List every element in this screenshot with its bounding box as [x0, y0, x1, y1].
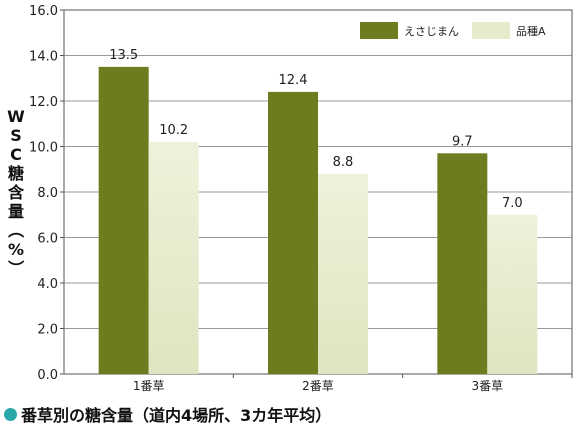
bar-series-1 [98, 66, 149, 374]
bar-series-1 [268, 91, 318, 375]
x-tick-label: 1番草 [133, 379, 165, 393]
y-tick-label: 10.0 [29, 141, 58, 156]
y-axis-label-char: C [10, 145, 22, 164]
bars: 13.5 10.2 12.4 8.8 9.7 7.0 [98, 48, 538, 375]
legend: えさじまん 品種A [360, 22, 546, 39]
data-label: 12.4 [279, 73, 308, 88]
y-axis-label-char: ） [6, 260, 25, 276]
y-axis-label-char: 量 [8, 202, 24, 221]
x-tick-label: 2番草 [302, 379, 334, 393]
y-tick-label: 16.0 [29, 4, 58, 19]
data-label: 13.5 [109, 48, 138, 63]
x-tick-label: 3番草 [472, 379, 504, 393]
figure-caption: 番草別の糖含量（道内4場所、3カ年平均） [4, 402, 331, 426]
bar-chart: 13.5 10.2 12.4 8.8 9.7 7.0 0.0 2.0 4.0 6.0 8.0 10.… [6, 4, 573, 393]
bar-series-2 [148, 141, 199, 374]
caption-text: 番草別の糖含量（道内4場所、3カ年平均） [21, 406, 332, 425]
bar-series-1 [437, 153, 488, 374]
legend-label: えさじまん [404, 25, 459, 38]
data-label: 8.8 [333, 155, 354, 170]
y-tick-label: 0.0 [37, 368, 58, 383]
bar-series-2 [318, 173, 368, 374]
y-axis-label-char: 含 [8, 183, 25, 202]
bar-series-2 [487, 214, 538, 374]
data-label: 10.2 [159, 123, 188, 138]
legend-swatch [360, 22, 398, 39]
y-tick-label: 2.0 [37, 323, 58, 338]
y-tick-label: 12.0 [29, 95, 58, 110]
y-tick-label: 14.0 [29, 50, 58, 65]
data-label: 7.0 [502, 196, 523, 211]
y-axis-label-char: S [10, 126, 22, 145]
y-axis-label-char: 糖 [8, 164, 24, 183]
caption-bullet-icon [4, 407, 17, 421]
legend-swatch [472, 22, 510, 39]
axes: 0.0 2.0 4.0 6.0 8.0 10.0 12.0 14.0 16.0 1番草 2番草 3番草 [29, 4, 573, 393]
y-axis-label-char: % [8, 240, 24, 259]
y-tick-label: 4.0 [37, 277, 58, 292]
y-axis-label-char: （ [6, 222, 25, 238]
data-label: 9.7 [452, 134, 473, 149]
legend-label: 品種A [516, 24, 546, 38]
y-tick-label: 6.0 [37, 232, 58, 247]
y-axis-label-char: W [7, 107, 25, 126]
y-tick-label: 8.0 [37, 186, 58, 201]
